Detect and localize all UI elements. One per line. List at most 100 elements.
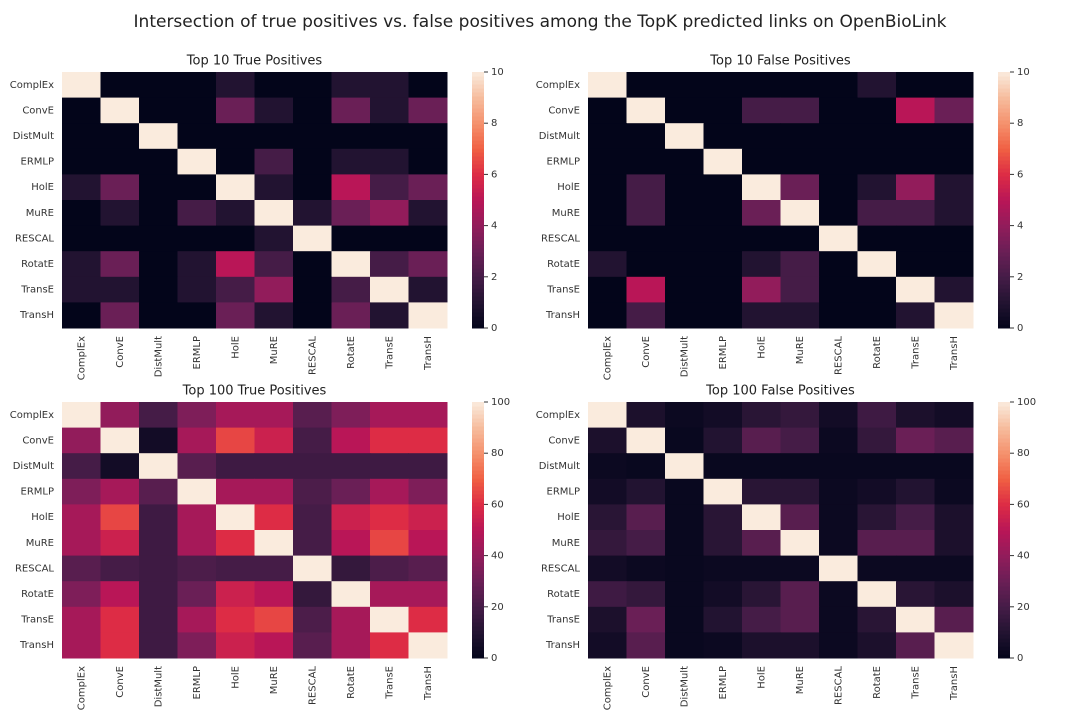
- heatmap-cell: [216, 555, 255, 582]
- colorbar-segment: [472, 622, 484, 627]
- colorbar-segment: [472, 320, 484, 325]
- colorbar-segment: [472, 144, 484, 149]
- colorbar-segment: [998, 240, 1010, 245]
- y-tick-label: ComplEx: [10, 410, 54, 421]
- heatmap-cell: [293, 97, 332, 124]
- heatmap-cell: [254, 72, 294, 99]
- heatmap-cell: [896, 123, 935, 150]
- colorbar-segment: [998, 264, 1010, 269]
- heatmap-cell: [896, 251, 935, 278]
- heatmap-cell: [177, 632, 217, 659]
- heatmap-cell: [139, 72, 178, 99]
- heatmap-cell: [254, 606, 294, 633]
- heatmap-cell: [177, 174, 217, 201]
- y-tick-label: TransE: [20, 615, 54, 626]
- colorbar-segment: [472, 522, 484, 527]
- heatmap-cell: [100, 504, 140, 531]
- heatmap-cell: [62, 581, 101, 608]
- heatmap-cell: [177, 504, 217, 531]
- colorbar-segment: [998, 112, 1010, 117]
- heatmap-cell: [216, 200, 255, 227]
- heatmap-cell: [408, 478, 448, 505]
- heatmap-cell: [780, 123, 820, 150]
- heatmap-cell: [665, 504, 704, 531]
- heatmap-cell: [293, 632, 332, 659]
- colorbar-segment: [998, 518, 1010, 523]
- heatmap-cell: [408, 174, 448, 201]
- heatmap-cell: [293, 478, 332, 505]
- x-tick-label: ERMLP: [718, 666, 729, 700]
- colorbar-segment: [472, 422, 484, 427]
- colorbar-segment: [998, 554, 1010, 559]
- heatmap-cell: [588, 427, 627, 454]
- colorbar-segment: [472, 538, 484, 543]
- colorbar-segment: [998, 614, 1010, 619]
- heatmap-cell: [254, 97, 294, 124]
- y-tick-label: ConvE: [548, 435, 580, 446]
- x-tick-label: RotatE: [346, 666, 357, 699]
- x-tick-label: RotatE: [872, 336, 883, 369]
- heatmap-cell: [819, 200, 858, 227]
- colorbar-segment: [472, 96, 484, 101]
- heatmap-cell: [780, 200, 820, 227]
- heatmap-cell: [216, 581, 255, 608]
- heatmap-cell: [139, 632, 178, 659]
- heatmap-cell: [819, 453, 858, 480]
- heatmap-cell: [216, 427, 255, 454]
- heatmap-cell: [588, 225, 627, 252]
- heatmap-cell: [331, 427, 371, 454]
- y-tick-label: RotatE: [21, 259, 54, 270]
- colorbar-segment: [998, 272, 1010, 277]
- colorbar-segment: [998, 490, 1010, 495]
- y-tick-label: TransE: [546, 285, 580, 296]
- colorbar-tick-label: 6: [491, 169, 497, 180]
- heatmap-cell: [742, 606, 781, 633]
- colorbar-segment: [998, 80, 1010, 85]
- x-tick-label: ConvE: [641, 336, 652, 368]
- colorbar-tick-label: 80: [1017, 448, 1030, 459]
- heatmap-cell: [934, 478, 974, 505]
- heatmap-cell: [100, 402, 140, 429]
- heatmap-cell: [139, 606, 178, 633]
- heatmap-cell: [588, 97, 627, 124]
- colorbar-segment: [472, 284, 484, 289]
- heatmap-cell: [254, 504, 294, 531]
- x-tick-label: TransE: [910, 666, 921, 700]
- colorbar-segment: [998, 220, 1010, 225]
- x-tick-label: TransH: [423, 666, 434, 701]
- colorbar-segment: [998, 144, 1010, 149]
- colorbar-segment: [472, 626, 484, 631]
- heatmap-cell: [896, 632, 935, 659]
- heatmap-cell: [819, 302, 858, 329]
- heatmap-cell: [780, 555, 820, 582]
- colorbar-segment: [472, 160, 484, 165]
- heatmap-cell: [934, 97, 974, 124]
- heatmap-cell: [100, 123, 140, 150]
- colorbar-segment: [472, 108, 484, 113]
- colorbar-segment: [472, 292, 484, 297]
- heatmap-cell: [857, 174, 897, 201]
- heatmap-cell: [370, 276, 409, 303]
- heatmap-cell: [408, 276, 448, 303]
- heatmap-cell: [665, 225, 704, 252]
- heatmap-cell: [703, 478, 743, 505]
- heatmap-cell: [934, 402, 974, 429]
- heatmap-cell: [934, 123, 974, 150]
- colorbar-segment: [998, 586, 1010, 591]
- heatmap-cell: [331, 97, 371, 124]
- x-tick-label: RotatE: [872, 666, 883, 699]
- y-tick-label: HolE: [557, 182, 580, 193]
- colorbar-segment: [472, 430, 484, 435]
- colorbar-segment: [472, 554, 484, 559]
- colorbar-segment: [998, 256, 1010, 261]
- colorbar-tick-label: 2: [1017, 272, 1023, 283]
- x-tick-label: ERMLP: [192, 336, 203, 370]
- colorbar-segment: [998, 204, 1010, 209]
- heatmap-cell: [934, 632, 974, 659]
- colorbar-segment: [472, 196, 484, 201]
- colorbar-segment: [472, 128, 484, 133]
- heatmap-cell: [331, 225, 371, 252]
- heatmap-cell: [100, 276, 140, 303]
- x-tick-label: ComplEx: [76, 666, 87, 710]
